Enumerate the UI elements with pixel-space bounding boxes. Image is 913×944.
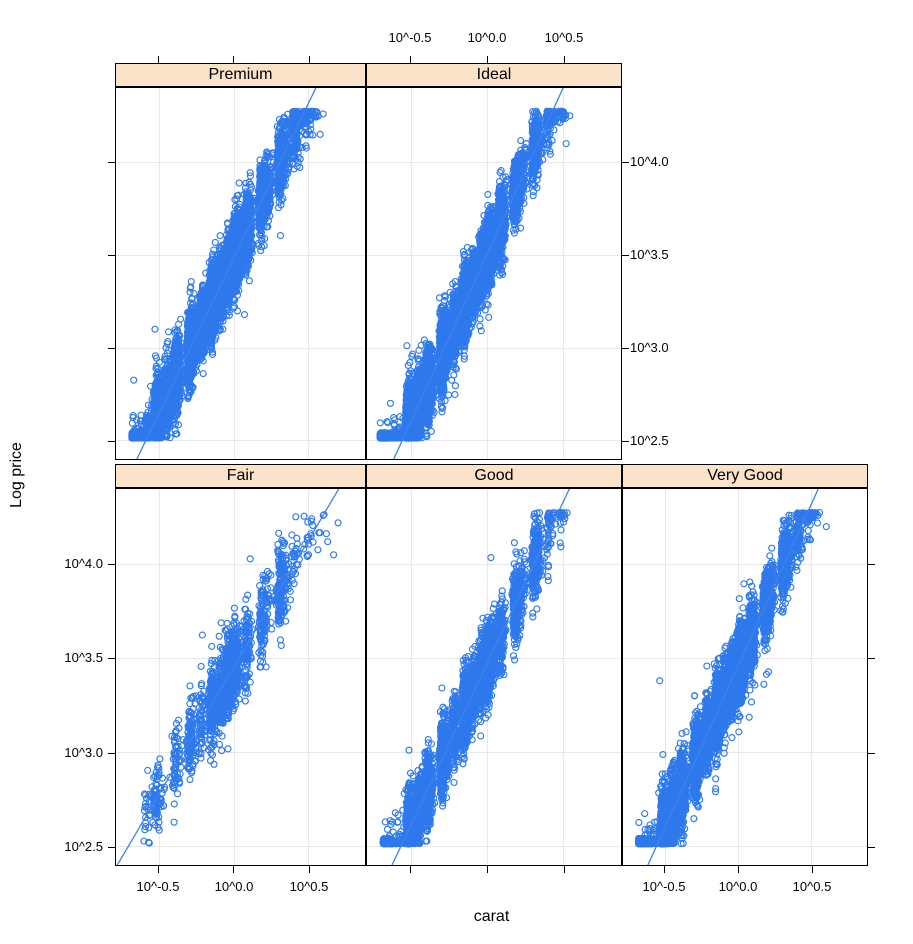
y-axis-tick-label: 10^3.0 [64,745,103,760]
panel-ideal [366,87,622,460]
x-axis-tick-label: 10^0.5 [289,879,329,894]
x-axis-tick-label: 10^0.0 [467,30,507,45]
axis-tick [868,658,875,659]
y-axis-tick-label: 10^4.0 [64,556,103,571]
axis-tick [487,56,488,63]
facet-strip-label: Premium [208,66,273,83]
panel-canvas-good [367,489,621,865]
y-axis-tick-label: 10^3.5 [630,247,669,262]
panel-good [366,488,622,866]
axis-tick [158,866,159,873]
axis-tick [622,255,629,256]
axis-tick [410,56,411,63]
y-axis-tick-label: 10^3.5 [64,650,103,665]
y-axis-tick-label: 10^3.0 [630,340,669,355]
axis-tick [233,56,234,63]
facet-strip-label: Very Good [707,467,783,484]
axis-tick [622,348,629,349]
facet-strip-good: Good [366,464,622,488]
x-axis-title: carat [473,908,510,925]
facet-strip-very-good: Very Good [622,464,868,488]
axis-tick [108,441,115,442]
axis-tick [108,348,115,349]
panel-canvas-very-good [623,489,867,865]
facet-strip-fair: Fair [115,464,366,488]
x-axis-tick-label: 10^0.0 [718,879,758,894]
x-axis-tick-label: 10^0.5 [792,879,832,894]
panel-canvas-ideal [367,88,621,459]
axis-tick [868,753,875,754]
axis-tick [108,162,115,163]
axis-tick [487,866,488,873]
panel-canvas-fair [116,489,365,865]
panel-premium [115,87,366,460]
x-axis-tick-label: 10^0.0 [214,879,254,894]
x-axis-tick-label: 10^0.5 [544,30,584,45]
axis-tick [812,866,813,873]
x-axis-tick-label: 10^-0.5 [642,879,686,894]
axis-tick [309,866,310,873]
axis-tick [108,753,115,754]
axis-tick [108,847,115,848]
facet-strip-label: Good [474,467,514,484]
axis-tick [738,866,739,873]
axis-tick [868,564,875,565]
axis-tick [564,56,565,63]
axis-tick [108,658,115,659]
x-axis-tick-label: 10^-0.5 [136,879,180,894]
facet-strip-label: Fair [226,467,255,484]
axis-tick [868,847,875,848]
axis-tick [410,866,411,873]
facet-strip-ideal: Ideal [366,63,622,87]
panel-canvas-premium [116,88,365,459]
x-axis-tick-label: 10^-0.5 [388,30,432,45]
y-axis-tick-label: 10^2.5 [64,839,103,854]
axis-tick [108,255,115,256]
axis-tick [158,56,159,63]
panel-fair [115,488,366,866]
axis-tick [564,866,565,873]
facet-strip-premium: Premium [115,63,366,87]
axis-tick [108,564,115,565]
axis-tick [309,56,310,63]
y-axis-tick-label: 10^2.5 [630,433,669,448]
axis-tick [622,162,629,163]
axis-tick [622,441,629,442]
y-axis-tick-label: 10^4.0 [630,154,669,169]
y-axis-title: Log price [8,442,25,508]
axis-tick [664,866,665,873]
axis-tick [233,866,234,873]
panel-very-good [622,488,868,866]
facet-strip-label: Ideal [476,66,512,83]
